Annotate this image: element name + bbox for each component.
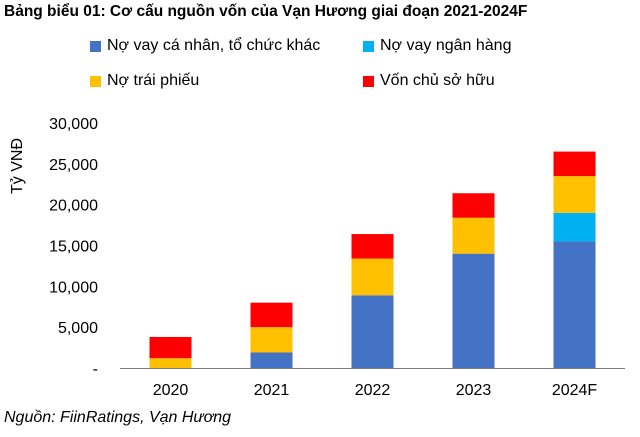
x-tick-label: 2024F xyxy=(552,382,598,399)
source-note: Nguồn: FiinRatings, Vạn Hương xyxy=(4,409,232,426)
legend-label-equity: Vốn chủ sở hữu xyxy=(380,72,495,89)
bar-segment xyxy=(553,241,596,368)
legend-item-bank-loans: Nợ vay ngân hàng xyxy=(363,37,511,55)
y-tick-label: 10,000 xyxy=(49,279,98,296)
chart-title: Bảng biểu 01: Cơ cấu nguồn vốn của Vạn H… xyxy=(4,3,528,20)
x-tick-label: 2023 xyxy=(456,382,492,399)
x-tick-label: 2021 xyxy=(254,382,290,399)
legend-swatch-bank-loans xyxy=(363,40,374,52)
bar-segment xyxy=(553,176,596,213)
legend-swatch-personal-loans xyxy=(90,40,101,52)
x-tick-label: 2020 xyxy=(153,382,189,399)
bar-segment xyxy=(149,336,192,359)
bar-segment xyxy=(553,151,596,177)
bar-segment xyxy=(351,234,394,259)
legend-item-equity: Vốn chủ sở hữu xyxy=(363,72,495,90)
y-tick-label: 20,000 xyxy=(49,198,98,215)
bar-segment xyxy=(250,352,293,368)
bar-segment xyxy=(553,212,596,242)
bar-segment xyxy=(351,258,394,296)
legend-swatch-equity xyxy=(363,75,374,87)
bar-segment xyxy=(351,295,394,368)
legend-label-personal-loans: Nợ vay cá nhân, tổ chức khác xyxy=(107,37,321,54)
legend-label-bank-loans: Nợ vay ngân hàng xyxy=(380,37,512,54)
y-tick-label: - xyxy=(93,361,98,378)
bar-segment xyxy=(149,358,192,368)
legend-item-personal-loans: Nợ vay cá nhân, tổ chức khác xyxy=(90,37,320,55)
y-tick-label: 15,000 xyxy=(49,239,98,256)
x-tick-label: 2022 xyxy=(355,382,391,399)
legend-label-bonds: Nợ trái phiếu xyxy=(107,72,200,89)
legend-swatch-bonds xyxy=(90,75,101,87)
y-axis-label: Tỷ VNĐ xyxy=(9,138,26,194)
legend-item-bonds: Nợ trái phiếu xyxy=(90,72,199,90)
y-tick-label: 5,000 xyxy=(58,320,98,337)
bars-group xyxy=(149,151,596,368)
y-axis-ticks: - 5,000 10,000 15,000 20,000 25,000 30,000 xyxy=(49,116,98,378)
y-tick-label: 30,000 xyxy=(49,116,98,133)
bar-segment xyxy=(452,193,495,218)
bar-segment xyxy=(250,327,293,353)
y-tick-label: 25,000 xyxy=(49,157,98,174)
x-axis-ticks: 2020 2021 2022 2023 2024F xyxy=(153,382,598,399)
bar-segment xyxy=(250,302,293,328)
bar-segment xyxy=(452,253,495,368)
bar-segment xyxy=(452,217,495,254)
